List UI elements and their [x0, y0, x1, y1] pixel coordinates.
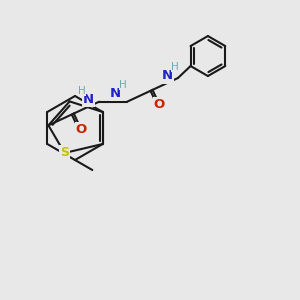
Text: O: O [154, 98, 165, 111]
Text: N: N [110, 87, 121, 100]
Text: N: N [83, 93, 94, 106]
Text: H: H [171, 62, 179, 72]
Text: H: H [78, 85, 85, 96]
Text: S: S [60, 146, 69, 160]
Text: N: N [162, 69, 173, 82]
Text: H: H [119, 80, 127, 90]
Text: O: O [76, 123, 87, 136]
